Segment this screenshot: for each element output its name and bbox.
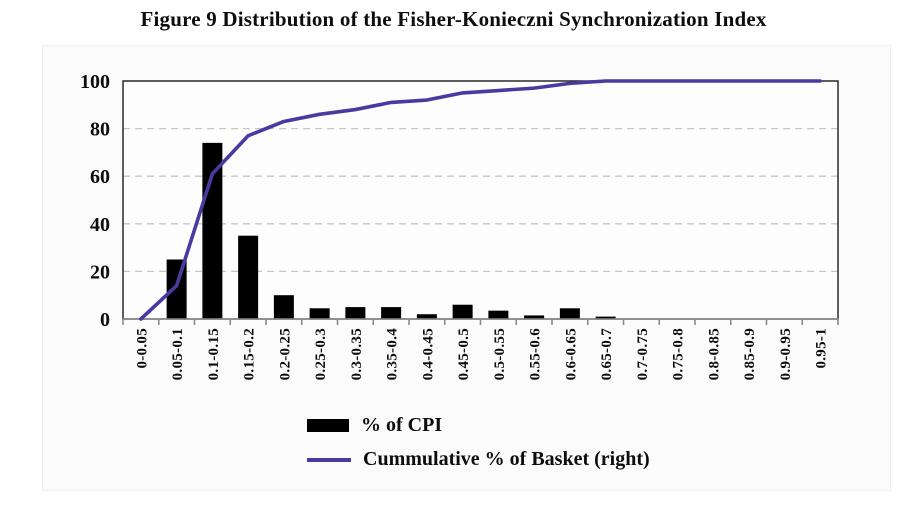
x-category-label: 0.3-0.35 xyxy=(349,328,365,380)
x-category-label: 0.1-0.15 xyxy=(206,328,222,380)
y-tick-label: 20 xyxy=(90,261,110,283)
bar xyxy=(238,235,259,319)
x-category-label: 0.65-0.7 xyxy=(599,328,615,381)
bar xyxy=(345,307,366,319)
x-category-label: 0.45-0.5 xyxy=(456,328,472,380)
x-category-label: 0.15-0.2 xyxy=(242,328,258,380)
x-category-label: 0.85-0.9 xyxy=(742,328,758,380)
x-category-label: 0.5-0.55 xyxy=(492,328,508,380)
x-category-label: 0.55-0.6 xyxy=(528,328,544,381)
bar xyxy=(202,142,223,319)
x-category-label: 0.9-0.95 xyxy=(778,328,794,380)
legend-item-cumulative: Cummulative % of Basket (right) xyxy=(307,448,650,471)
x-category-label: 0.6-0.65 xyxy=(563,328,579,380)
legend-item-cpi: % of CPI xyxy=(307,414,650,437)
x-category-label: 0.35-0.4 xyxy=(385,328,401,381)
chart-svg: 0 20 40 60 80 100 0-0.05 0.05-0.1 0.1-0.15 0.15-0… xyxy=(80,71,839,381)
y-tick-label: 60 xyxy=(90,166,110,188)
x-category-label: 0.4-0.45 xyxy=(420,328,436,380)
bar xyxy=(381,307,402,319)
plot-area xyxy=(123,81,838,319)
bar xyxy=(488,310,509,319)
x-category-label: 0.05-0.1 xyxy=(170,328,186,380)
legend: % of CPI Cummulative % of Basket (right) xyxy=(307,414,650,471)
y-tick-label: 100 xyxy=(80,71,110,93)
cumulative-line xyxy=(139,79,822,321)
bar xyxy=(416,314,437,319)
bar-series-swatch-icon xyxy=(307,419,349,432)
bar xyxy=(524,315,545,319)
chart-panel: 0 20 40 60 80 100 0-0.05 0.05-0.1 0.1-0.15 0.15-0… xyxy=(42,45,891,491)
bar xyxy=(309,308,330,319)
y-tick-label: 80 xyxy=(90,119,110,141)
bar xyxy=(559,308,580,319)
x-category-label: 0-0.05 xyxy=(134,328,150,369)
y-tick-label: 0 xyxy=(100,309,110,331)
bar xyxy=(273,295,294,319)
x-category-label: 0.2-0.25 xyxy=(277,328,293,380)
x-category-label: 0.95-1 xyxy=(814,328,830,369)
bar xyxy=(595,316,616,319)
legend-label-cumulative: Cummulative % of Basket (right) xyxy=(363,448,650,470)
y-tick-label: 40 xyxy=(90,214,110,236)
x-category-label: 0.8-0.85 xyxy=(706,328,722,380)
chart-title: Figure 9 Distribution of the Fisher-Koni… xyxy=(140,7,767,31)
x-category-label: 0.7-0.75 xyxy=(635,328,651,380)
x-category-label: 0.25-0.3 xyxy=(313,328,329,380)
legend-label-cpi: % of CPI xyxy=(361,414,443,436)
bar xyxy=(452,304,473,319)
line-series-swatch-icon xyxy=(307,457,351,462)
x-category-label: 0.75-0.8 xyxy=(671,328,687,380)
